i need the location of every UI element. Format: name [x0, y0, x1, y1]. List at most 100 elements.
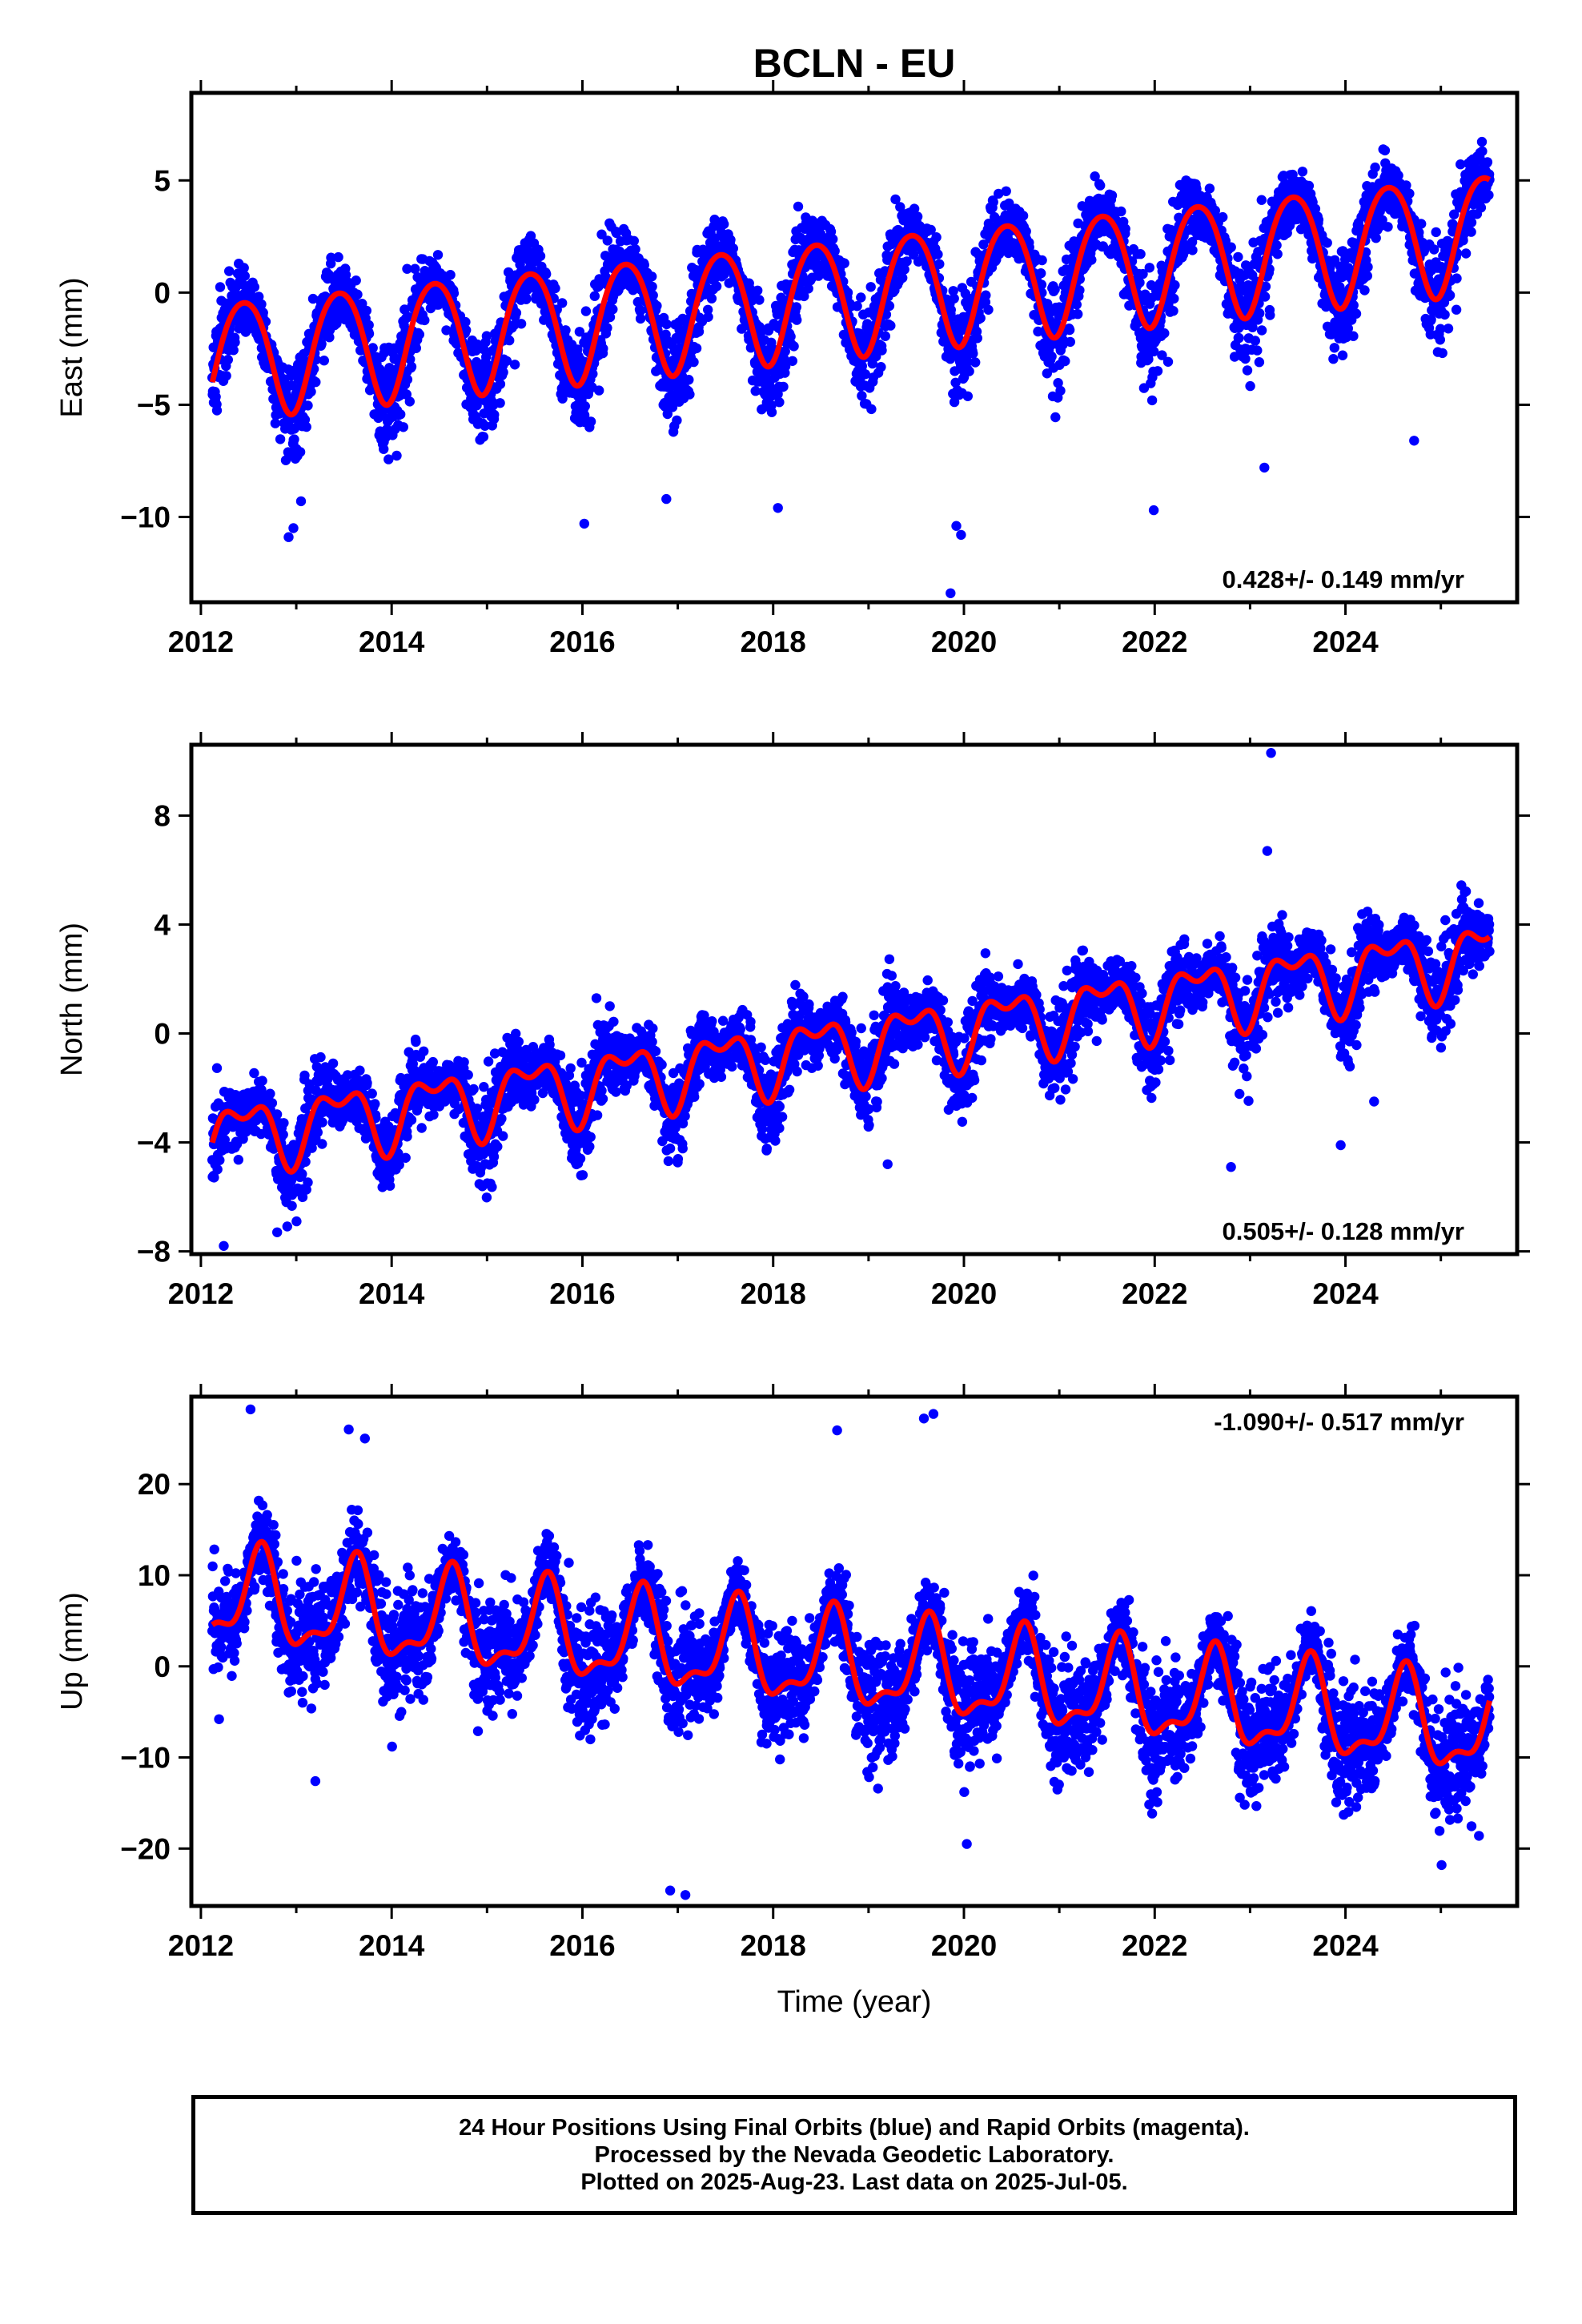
data-point [265, 1088, 275, 1099]
data-point [684, 375, 694, 385]
data-point [221, 371, 231, 381]
data-point [711, 281, 722, 292]
data-point [703, 304, 713, 315]
data-point [1460, 248, 1472, 259]
data-point [866, 404, 877, 415]
data-point [1484, 190, 1494, 200]
data-point [278, 1129, 288, 1140]
data-point [1242, 365, 1253, 376]
data-point [885, 320, 896, 331]
data-point [1252, 345, 1263, 356]
data-point [860, 369, 871, 380]
data-point [1086, 255, 1097, 265]
plot-frame-1 [189, 90, 1520, 605]
data-point [361, 305, 371, 316]
data-point [403, 312, 413, 322]
data-point [1343, 263, 1354, 273]
data-point [501, 356, 512, 366]
data-point [1351, 308, 1362, 319]
data-point [1187, 245, 1198, 255]
data-point [1264, 263, 1275, 275]
data-point [1379, 145, 1391, 156]
data-point [1226, 242, 1236, 252]
data-point [405, 354, 416, 364]
data-point [1050, 284, 1060, 295]
data-point [949, 396, 960, 408]
data-point [667, 402, 678, 412]
data-point [1371, 233, 1381, 243]
data-point [948, 286, 958, 296]
data-point [1229, 352, 1240, 362]
data-point [223, 355, 233, 365]
data-point [994, 188, 1004, 199]
data-point [1060, 356, 1070, 367]
data-point [908, 249, 919, 260]
data-point [857, 391, 867, 401]
data-points-2 [207, 748, 1495, 1252]
data-point [411, 343, 421, 353]
data-point [211, 392, 221, 402]
data-point [725, 235, 736, 245]
data-point [550, 283, 560, 294]
data-point [652, 300, 662, 312]
data-point [1157, 350, 1167, 360]
data-point [460, 316, 471, 328]
data-point [865, 282, 876, 292]
data-point [978, 239, 989, 250]
data-point [1363, 262, 1373, 272]
data-point [1090, 171, 1100, 182]
data-point [1343, 323, 1354, 334]
data-point [685, 389, 695, 400]
data-point [933, 249, 943, 259]
data-point [215, 282, 226, 292]
data-point [1449, 209, 1460, 219]
data-point [1152, 366, 1163, 376]
data-point [970, 357, 981, 368]
data-point [1073, 309, 1083, 320]
outlier-point [283, 532, 294, 542]
data-point [481, 352, 492, 362]
x-tick-label: 2024 [1312, 625, 1379, 658]
data-point [779, 353, 789, 364]
data-point [899, 264, 909, 275]
data-point [1429, 244, 1439, 255]
data-point [445, 270, 456, 280]
data-point [728, 243, 738, 254]
data-point [1439, 309, 1450, 320]
data-point [367, 343, 378, 353]
data-point [585, 416, 596, 427]
data-point [230, 337, 240, 348]
data-point [303, 1177, 313, 1188]
data-point [295, 447, 306, 457]
data-point [333, 251, 343, 263]
data-point [215, 1155, 225, 1165]
rate-annotation: 0.428+/- 0.149 mm/yr [1223, 565, 1464, 593]
data-point [1328, 354, 1339, 364]
y-tick-label: −5 [137, 388, 171, 421]
panels-group: 2012 2014 2016 2018 2020 2022 202450−5−10East … [55, 80, 1530, 2019]
data-point [472, 400, 482, 411]
data-point [315, 1051, 326, 1063]
data-point [672, 415, 682, 426]
data-point [461, 325, 472, 336]
data-point [1135, 249, 1146, 259]
data-point [1074, 285, 1085, 296]
data-point [402, 263, 412, 274]
data-point [1451, 304, 1462, 315]
data-point [1482, 157, 1493, 167]
data-point [983, 304, 994, 315]
data-point [340, 270, 351, 280]
data-point [1168, 306, 1178, 316]
data-point [498, 367, 508, 378]
x-tick-label: 2022 [1122, 625, 1187, 658]
data-point [1144, 263, 1155, 273]
data-point [228, 345, 239, 356]
data-point [839, 258, 849, 268]
data-point [355, 1065, 365, 1076]
data-point [1404, 188, 1415, 199]
data-point [703, 312, 713, 322]
data-point [706, 293, 717, 304]
data-point [1435, 335, 1446, 345]
panel-1: 2012 2014 2016 2018 2020 2022 202450−5−10East … [55, 80, 1530, 658]
